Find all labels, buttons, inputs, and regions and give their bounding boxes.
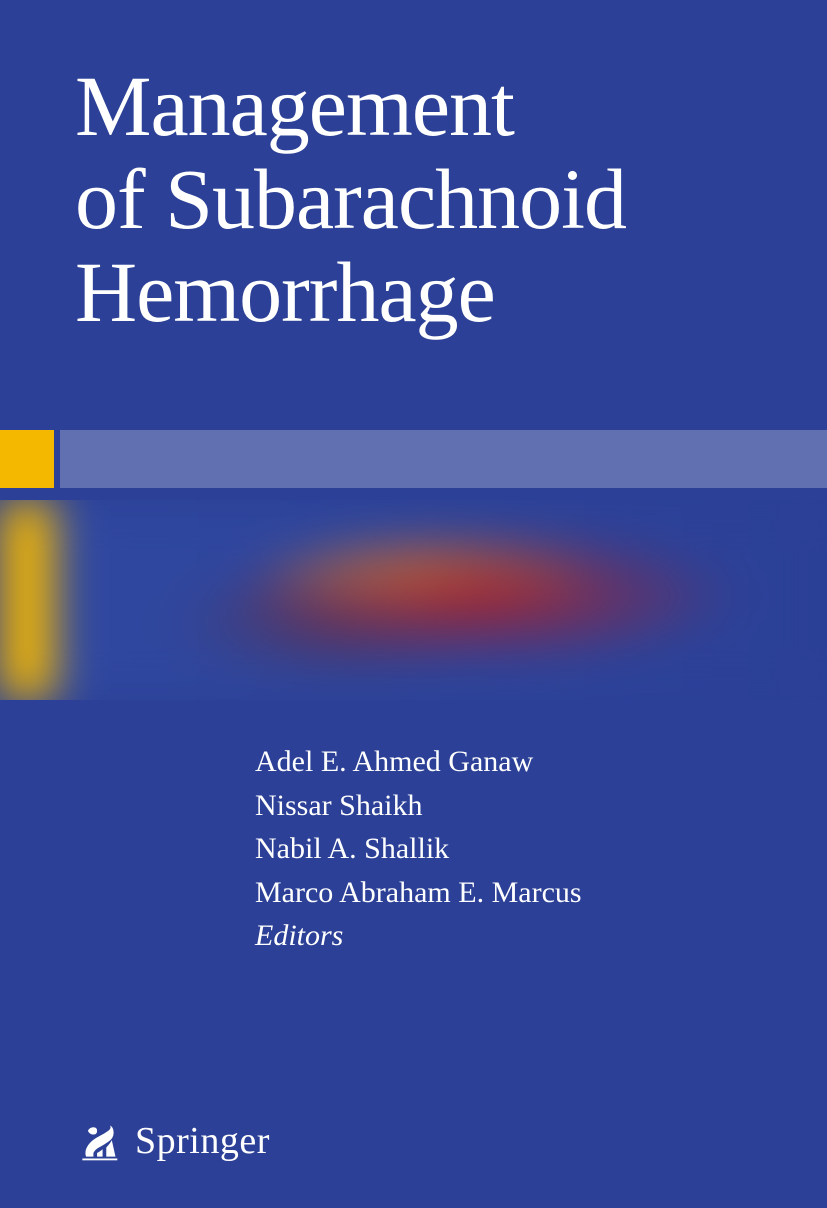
editor-name: Marco Abraham E. Marcus [255,871,582,915]
editor-name: Nissar Shaikh [255,784,582,828]
title-line-3: Hemorrhage [75,246,787,339]
cover-graphic [0,500,827,700]
cover-graphic-blur [0,500,827,700]
editor-name: Nabil A. Shallik [255,827,582,871]
editor-name: Adel E. Ahmed Ganaw [255,740,582,784]
publisher-name: Springer [135,1119,270,1163]
title-line-2: of Subarachnoid [75,153,787,246]
editor-role: Editors [255,914,582,958]
accent-bar-yellow [0,430,54,488]
editors-block: Adel E. Ahmed Ganaw Nissar Shaikh Nabil … [255,740,582,958]
book-cover: Management of Subarachnoid Hemorrhage Ad… [0,0,827,1208]
springer-horse-icon [75,1118,121,1164]
book-title: Management of Subarachnoid Hemorrhage [75,60,787,339]
publisher-block: Springer [75,1118,270,1164]
accent-bar-white [60,430,827,488]
title-line-1: Management [75,60,787,153]
